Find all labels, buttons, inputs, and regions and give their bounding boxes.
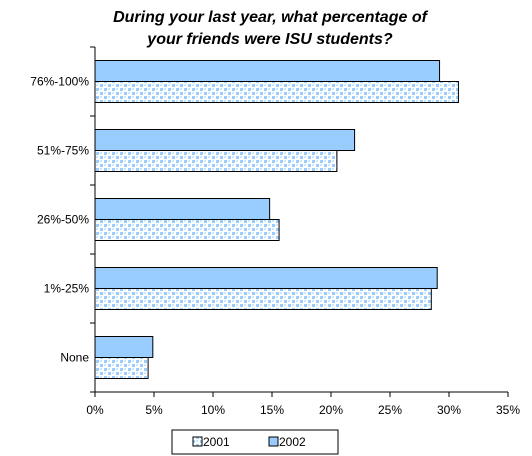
bar-2002-5 [94,336,154,358]
x-tick-label: 30% [437,403,461,417]
bar-2001-2 [94,150,338,172]
legend-swatch-2002 [268,436,279,447]
plot-area [94,60,459,379]
y-tick-label: 51%-75% [37,144,89,158]
chart-title-line-2: your friends were ISU students? [146,31,393,48]
bar-2002-2 [94,129,356,151]
legend-label-2001: 2001 [203,435,230,449]
x-tick-label: 35% [496,403,520,417]
y-tick-label: 76%-100% [30,75,89,89]
y-tick-label: 1%-25% [44,282,90,296]
x-tick-label: 0% [86,403,104,417]
bar-2001-4 [94,288,432,310]
legend: 2001 2002 [171,429,339,455]
axes: 76%-100% 51%-75% 26%-50% 1%-25% None 0% 5% 10% 1… [30,46,520,417]
x-tick-label: 15% [260,403,284,417]
x-tick-label: 20% [319,403,343,417]
y-tick-label: None [60,351,89,365]
y-tick-label: 26%-50% [37,213,89,227]
x-tick-label: 5% [145,403,163,417]
legend-label-2002: 2002 [279,435,306,449]
x-tick-label: 25% [378,403,402,417]
bar-2002-4 [94,267,438,289]
bar-2001-3 [94,219,280,241]
chart-title-line-1: During your last year, what percentage o… [113,9,429,26]
x-tick-label: 10% [201,403,225,417]
bar-2002-1 [94,60,441,82]
bar-2002-3 [94,198,271,220]
bar-2001-1 [94,81,459,103]
legend-swatch-2001 [192,436,203,447]
bar-2001-5 [94,357,149,379]
